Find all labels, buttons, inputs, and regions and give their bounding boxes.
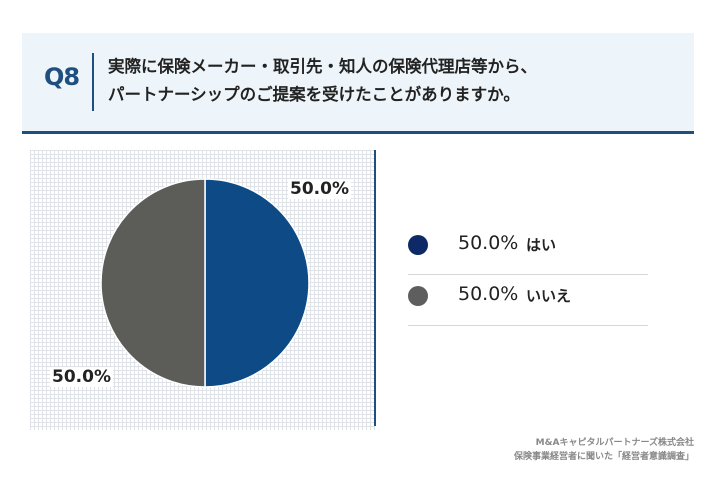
pie-slice-yes [204, 178, 310, 388]
legend-percent-no: 50.0% [458, 283, 519, 305]
legend-dot-yes [408, 235, 428, 255]
legend-label-no: いいえ [526, 287, 572, 305]
question-header: Q8 実際に保険メーカー・取引先・知人の保険代理店等から、 パートナーシップのご… [22, 33, 694, 134]
question-divider [92, 53, 94, 111]
pie-chart [100, 178, 310, 388]
pie-chart-area: 50.0% 50.0% [30, 150, 375, 430]
legend-item-no: 50.0% いいえ [408, 275, 648, 326]
source-survey: 保険事業経営者に聞いた「経営者意識調査」 [513, 452, 694, 462]
source-credit: M&Aキャピタルパートナーズ株式会社 保険事業経営者に聞いた「経営者意識調査」 [514, 436, 694, 464]
pie-slice-no [100, 178, 206, 388]
chart-divider [374, 150, 376, 426]
source-company: M&Aキャピタルパートナーズ株式会社 [535, 438, 694, 448]
question-line-2: パートナーシップのご提案を受けたことがありますか。 [108, 85, 520, 104]
data-label-yes: 50.0% [288, 179, 351, 199]
legend-dot-no [408, 286, 428, 306]
question-line-1: 実際に保険メーカー・取引先・知人の保険代理店等から、 [108, 57, 537, 76]
question-number: Q8 [44, 63, 80, 91]
legend-label-yes: はい [526, 236, 557, 254]
data-label-no: 50.0% [50, 367, 113, 387]
legend-item-yes: 50.0% はい [408, 224, 648, 275]
question-text: 実際に保険メーカー・取引先・知人の保険代理店等から、 パートナーシップのご提案を… [108, 53, 688, 109]
legend-percent-yes: 50.0% [458, 232, 519, 254]
